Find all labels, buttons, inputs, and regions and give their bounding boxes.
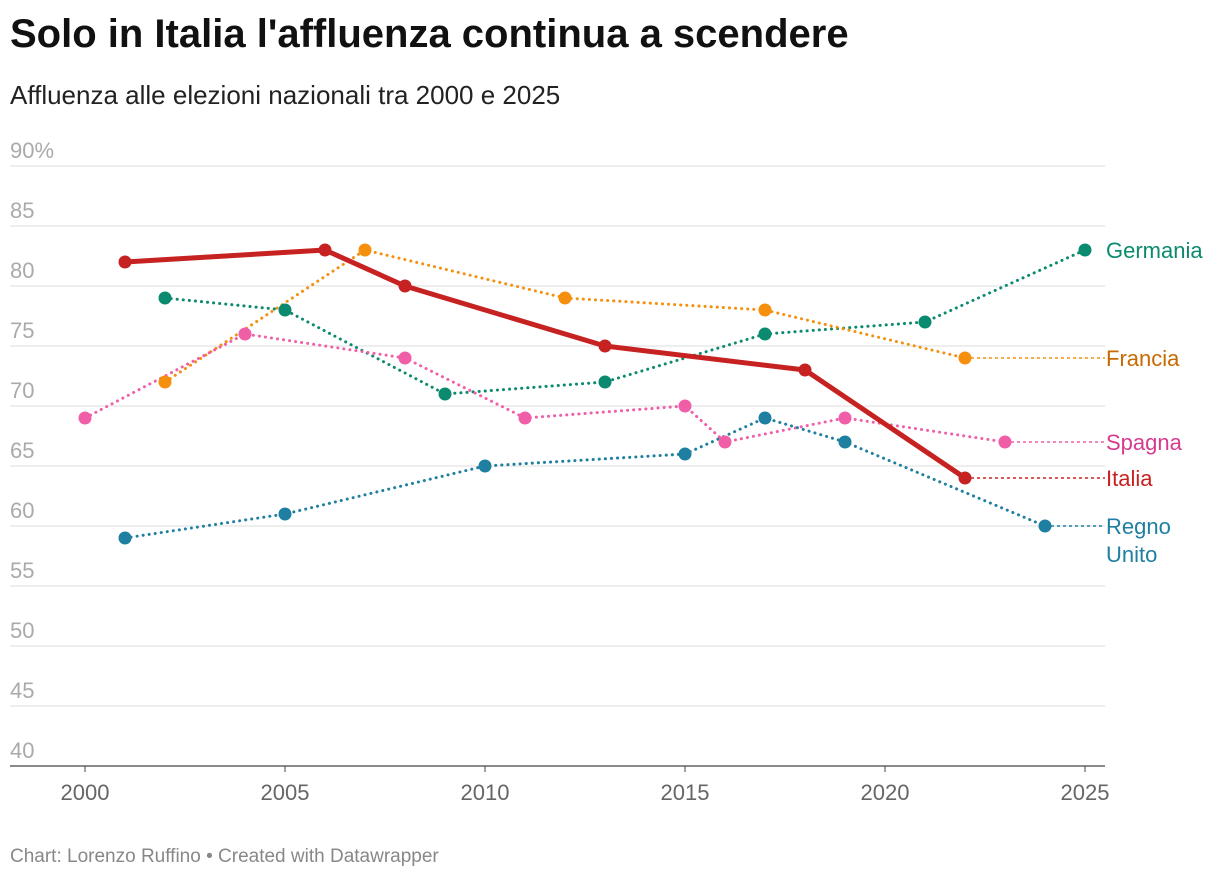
y-tick-label: 60: [10, 498, 34, 523]
x-tick-label: 2015: [661, 780, 710, 805]
data-point-regno-unito: [1038, 519, 1052, 533]
y-tick-label: 45: [10, 678, 34, 703]
data-point-italia: [598, 339, 612, 353]
y-tick-label: 40: [10, 738, 34, 763]
data-point-spagna: [78, 411, 92, 425]
series-lines: [83, 247, 1105, 540]
y-axis-ticks: 40 45 50 55 60 65 70 75 80 85 90%: [10, 138, 54, 763]
chart-credit: Chart: Lorenzo Ruffino • Created with Da…: [10, 846, 439, 867]
data-point-francia: [958, 351, 972, 365]
data-point-germania: [438, 387, 452, 401]
series-label-regno-unito: Regno: [1106, 514, 1171, 539]
series-label-germania: Germania: [1106, 238, 1203, 263]
data-point-spagna: [838, 411, 852, 425]
data-point-francia: [158, 375, 172, 389]
y-tick-label: 70: [10, 378, 34, 403]
chart-subtitle: Affluenza alle elezioni nazionali tra 20…: [10, 80, 561, 110]
x-tick-label: 2000: [61, 780, 110, 805]
series-labels: Germania Francia Spagna Regno Unito Italia: [1106, 238, 1203, 567]
data-point-germania: [598, 375, 612, 389]
series-label-regno-unito: Unito: [1106, 542, 1157, 567]
series-line-germania: [163, 248, 1087, 396]
series-label-francia: Francia: [1106, 346, 1180, 371]
data-point-francia: [758, 303, 772, 317]
data-point-italia: [798, 363, 812, 377]
data-point-spagna: [398, 351, 412, 365]
y-tick-label: 80: [10, 258, 34, 283]
x-tick-label: 2010: [461, 780, 510, 805]
x-tick-label: 2020: [861, 780, 910, 805]
data-point-spagna: [518, 411, 532, 425]
data-point-regno-unito: [278, 507, 292, 521]
data-point-spagna: [998, 435, 1012, 449]
data-point-regno-unito: [758, 411, 772, 425]
data-point-italia: [398, 279, 412, 293]
series-line-italia: [122, 247, 968, 481]
x-axis-ticks: 2000 2005 2010 2015 2020 2025: [61, 766, 1110, 805]
y-tick-label: 55: [10, 558, 34, 583]
data-point-italia: [118, 255, 132, 269]
data-point-regno-unito: [678, 447, 692, 461]
y-tick-label: 65: [10, 438, 34, 463]
data-point-italia: [318, 243, 332, 257]
y-tick-label: 90%: [10, 138, 54, 163]
x-tick-label: 2005: [261, 780, 310, 805]
y-tick-label: 75: [10, 318, 34, 343]
y-tick-label: 85: [10, 198, 34, 223]
series-label-italia: Italia: [1106, 466, 1153, 491]
data-point-germania: [1078, 243, 1092, 257]
data-point-germania: [758, 327, 772, 341]
data-point-regno-unito: [118, 531, 132, 545]
gridlines: [10, 165, 1105, 767]
chart-title: Solo in Italia l'affluenza continua a sc…: [10, 12, 849, 56]
data-point-spagna: [678, 399, 692, 413]
data-point-francia: [358, 243, 372, 257]
data-point-spagna: [718, 435, 732, 449]
data-point-francia: [558, 291, 572, 305]
x-tick-label: 2025: [1061, 780, 1110, 805]
series-line-spagna: [83, 332, 1007, 444]
data-point-germania: [918, 315, 932, 329]
data-point-regno-unito: [478, 459, 492, 473]
data-point-germania: [278, 303, 292, 317]
data-point-germania: [158, 291, 172, 305]
data-point-spagna: [238, 327, 252, 341]
y-tick-label: 50: [10, 618, 34, 643]
data-point-italia: [958, 471, 972, 485]
series-label-spagna: Spagna: [1106, 430, 1183, 455]
data-point-regno-unito: [838, 435, 852, 449]
series-points: [78, 243, 1092, 545]
